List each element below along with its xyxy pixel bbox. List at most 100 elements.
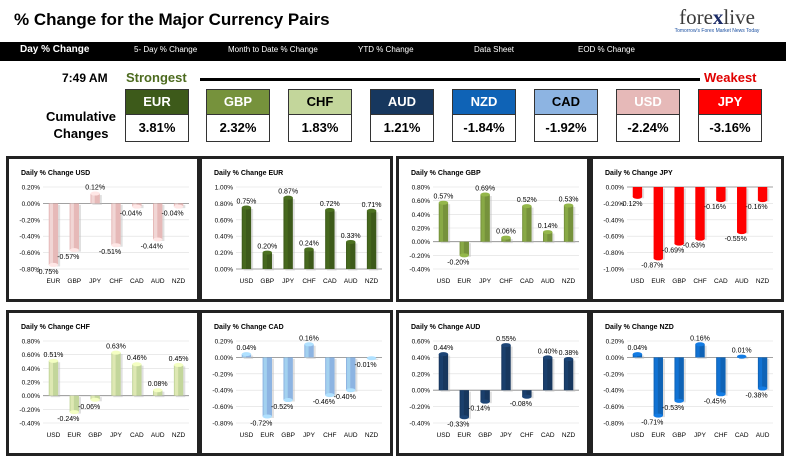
cumulative-label-line2: Changes	[53, 126, 109, 141]
data-label: -0.24%	[57, 416, 79, 423]
y-tick-label: 0.20%	[215, 339, 234, 346]
y-tick-label: -0.80%	[603, 421, 624, 428]
data-label: 0.57%	[433, 194, 453, 201]
chart-eur: Daily % Change EUR 1.00% 0.80% 0.60% 0.40% 0.…	[214, 170, 382, 285]
x-tick-label: GBP	[281, 432, 295, 439]
bar-highlight	[439, 354, 444, 391]
currency-header-cad: CAD	[534, 89, 598, 115]
x-tick-label: EUR	[457, 432, 471, 439]
logo-text-b: live	[723, 5, 755, 29]
x-tick-label: USD	[240, 278, 254, 285]
data-label: 0.44%	[433, 345, 453, 352]
bar-highlight	[154, 203, 158, 240]
tab-day-change[interactable]: Day % Change	[20, 44, 90, 55]
y-tick-label: -0.40%	[212, 388, 233, 395]
y-tick-label: 0.20%	[22, 185, 41, 192]
currency-header-aud: AUD	[370, 89, 434, 115]
tab-ytd-change[interactable]: YTD % Change	[358, 45, 414, 54]
data-label: 0.14%	[538, 223, 558, 230]
bar-cad	[132, 364, 142, 396]
bar-cap	[262, 414, 272, 419]
data-label: -0.40%	[334, 394, 356, 401]
y-tick-label: 0.40%	[22, 366, 41, 373]
x-tick-label: GBP	[478, 432, 492, 439]
bar-cap	[325, 393, 335, 398]
data-label: -0.33%	[447, 421, 469, 428]
bar-highlight	[242, 207, 247, 269]
bar-aud	[153, 203, 163, 240]
bar-cap	[674, 241, 684, 246]
bar-cap	[90, 397, 100, 402]
bar-highlight	[439, 202, 444, 242]
bar-highlight	[717, 187, 721, 201]
bar-usd	[241, 207, 252, 269]
chart-panel-gbp: Daily % Change GBP 0.80% 0.60% 0.40% 0.20% 0.…	[396, 156, 590, 302]
bar-cap	[653, 256, 663, 261]
data-label: 0.04%	[627, 345, 647, 352]
data-label: 0.04%	[236, 345, 256, 352]
tab-month-to-date[interactable]: Month to Date % Change	[228, 45, 318, 54]
bar-cap	[69, 410, 79, 415]
tab-eod-change[interactable]: EOD % Change	[578, 45, 635, 54]
y-tick-label: -0.20%	[19, 407, 40, 414]
data-label: 0.51%	[43, 352, 63, 359]
data-label: -0.38%	[745, 393, 767, 400]
bar-cap	[737, 230, 747, 235]
currency-value-chf: 1.83%	[288, 114, 352, 142]
y-tick-label: -0.20%	[212, 371, 233, 378]
bar-gbp	[674, 357, 684, 401]
x-tick-label: CHF	[693, 278, 706, 285]
bar-cap	[48, 358, 59, 363]
x-tick-label: USD	[47, 432, 61, 439]
x-tick-label: CHF	[520, 432, 533, 439]
y-tick-label: -0.40%	[409, 267, 430, 274]
y-tick-label: 0.00%	[215, 267, 234, 274]
y-tick-label: -0.40%	[19, 234, 40, 241]
currency-header-jpy: JPY	[698, 89, 762, 115]
y-tick-label: -0.40%	[19, 421, 40, 428]
forexlive-logo[interactable]: forexlive Tomorrow's Forex Market News T…	[662, 6, 772, 38]
bar-highlight	[544, 232, 548, 242]
bar-cap	[695, 342, 705, 347]
data-label: 0.06%	[496, 229, 516, 236]
data-label: 0.01%	[732, 348, 752, 355]
data-label: -0.44%	[141, 243, 163, 250]
data-label: -0.04%	[120, 211, 142, 218]
bar-highlight	[70, 203, 74, 251]
y-tick-label: 0.00%	[22, 201, 41, 208]
x-tick-label: USD	[631, 432, 645, 439]
bar-cap	[153, 388, 163, 393]
y-tick-label: 0.20%	[412, 371, 431, 378]
x-tick-label: JPY	[110, 432, 123, 439]
x-tick-label: CAD	[541, 432, 555, 439]
tab-5day-change[interactable]: 5- Day % Change	[134, 45, 198, 54]
bar-highlight	[738, 187, 742, 233]
y-tick-label: 0.00%	[215, 355, 234, 362]
x-tick-label: CHF	[499, 278, 512, 285]
bar-aud	[346, 357, 356, 391]
data-label: -0.57%	[57, 254, 79, 261]
bar-cap	[153, 237, 163, 242]
bar-cap	[459, 253, 469, 258]
bar-gbp	[674, 187, 684, 244]
data-label: -0.16%	[704, 204, 726, 211]
x-tick-label: AUD	[756, 432, 770, 439]
data-label: 0.72%	[320, 201, 340, 208]
bar-eur	[653, 357, 663, 416]
bar-highlight	[133, 364, 137, 396]
bar-highlight	[481, 390, 485, 402]
bar-highlight	[112, 203, 116, 246]
chart-title-gbp: Daily % Change GBP	[411, 170, 481, 177]
bar-highlight	[564, 205, 569, 242]
x-tick-label: EUR	[260, 432, 274, 439]
tab-data-sheet[interactable]: Data Sheet	[474, 45, 515, 54]
bar-highlight	[91, 395, 95, 400]
currency-value-aud: 1.21%	[370, 114, 434, 142]
chart-panel-aud: Daily % Change AUD 0.60% 0.40% 0.20% 0.00% -0…	[396, 310, 590, 456]
bar-cap	[480, 399, 490, 404]
page-title: % Change for the Major Currency Pairs	[14, 10, 330, 29]
bar-jpy	[501, 345, 511, 391]
bar-cap	[241, 352, 252, 357]
currency-value-nzd: -1.84%	[452, 114, 516, 142]
data-label: 0.12%	[85, 185, 105, 192]
